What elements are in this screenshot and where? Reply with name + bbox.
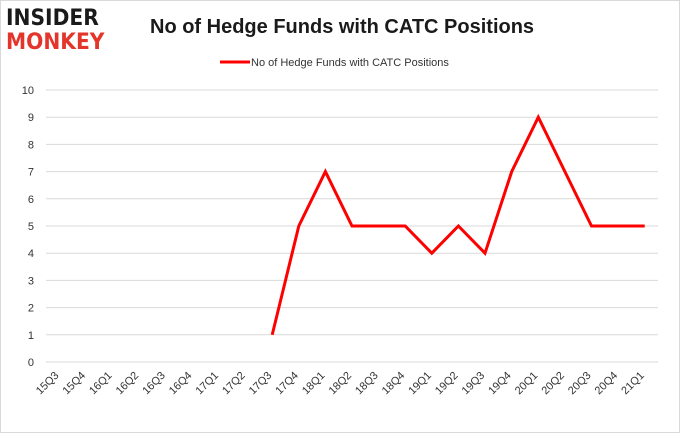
y-tick-label: 6 — [28, 194, 34, 206]
chart-title: No of Hedge Funds with CATC Positions — [150, 16, 535, 38]
y-tick-label: 3 — [28, 275, 34, 287]
x-tick-label: 18Q1 — [300, 370, 328, 398]
x-tick-label: 18Q3 — [353, 370, 381, 398]
x-tick-label: 17Q3 — [247, 370, 275, 398]
x-tick-label: 17Q2 — [220, 370, 248, 398]
x-tick-labels: 15Q3 15Q4 16Q1 16Q2 16Q3 16Q4 17Q1 17Q2 17Q3 17Q4… — [34, 370, 647, 398]
x-tick-label: 19Q3 — [460, 370, 488, 398]
x-tick-label: 16Q2 — [114, 370, 142, 398]
x-tick-label: 17Q1 — [194, 370, 222, 398]
x-tick-label: 17Q4 — [273, 370, 301, 398]
logo-line-1: INSIDER — [6, 6, 99, 31]
x-tick-label: 18Q4 — [380, 370, 408, 398]
x-tick-label: 19Q4 — [486, 370, 514, 398]
x-tick-label: 21Q1 — [619, 370, 647, 398]
y-tick-label: 2 — [28, 303, 34, 315]
x-tick-label: 15Q3 — [34, 370, 62, 398]
x-tick-label: 16Q1 — [87, 370, 115, 398]
y-tick-label: 5 — [28, 221, 34, 233]
insider-monkey-logo: INSIDER MONKEY — [6, 6, 130, 56]
y-tick-label: 8 — [28, 139, 34, 151]
x-tick-label: 19Q1 — [406, 370, 434, 398]
y-tick-label: 7 — [28, 167, 34, 179]
x-tick-label: 18Q2 — [327, 370, 355, 398]
series-line — [270, 113, 645, 336]
logo-line-2: MONKEY — [6, 30, 105, 55]
y-tick-label: 4 — [28, 248, 34, 260]
series-lines — [270, 113, 645, 336]
x-tick-label: 16Q4 — [167, 370, 195, 398]
legend-label: No of Hedge Funds with CATC Positions — [251, 57, 449, 69]
x-tick-label: 20Q3 — [566, 370, 594, 398]
x-tick-label: 19Q2 — [433, 370, 461, 398]
legend: No of Hedge Funds with CATC Positions — [220, 57, 449, 69]
y-tick-label: 9 — [28, 112, 34, 124]
y-tick-label: 10 — [22, 85, 34, 97]
y-tick-labels: 0 1 2 3 4 5 6 7 8 9 10 — [22, 85, 34, 369]
x-tick-label: 15Q4 — [61, 370, 89, 398]
y-tick-label: 1 — [28, 330, 34, 342]
x-tick-label: 20Q2 — [539, 370, 567, 398]
x-tick-label: 20Q4 — [593, 370, 621, 398]
x-tick-label: 20Q1 — [513, 370, 541, 398]
x-tick-label: 16Q3 — [140, 370, 168, 398]
y-tick-label: 0 — [28, 357, 34, 369]
